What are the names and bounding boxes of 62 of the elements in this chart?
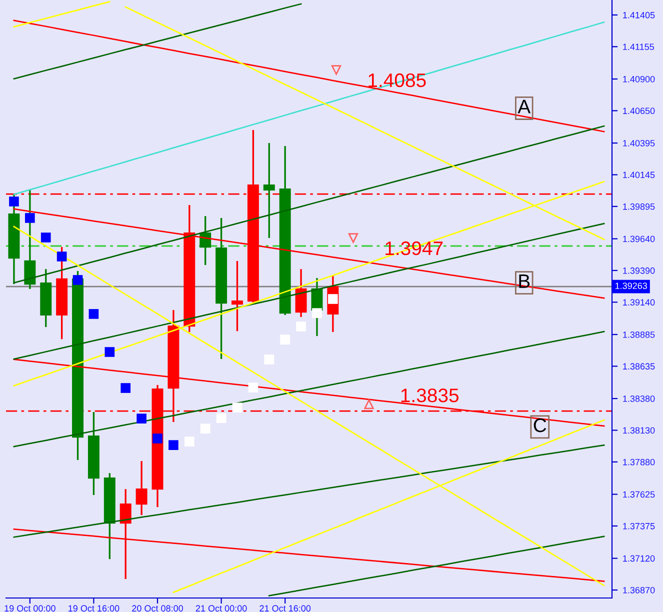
point xyxy=(88,309,99,319)
point xyxy=(248,382,258,392)
candlestick xyxy=(24,189,36,290)
line-series xyxy=(13,21,605,196)
y-tick-label: 1.38130 xyxy=(623,427,655,434)
y-tick-label: 1.40395 xyxy=(623,140,655,146)
point xyxy=(25,213,35,223)
candlestick xyxy=(263,142,275,239)
y-tick-label: 1.40145 xyxy=(623,172,655,178)
y-tick-label: 1.37625 xyxy=(623,491,655,498)
x-tick-label: 20 Oct 08:00 xyxy=(132,605,183,612)
point xyxy=(56,252,67,262)
point xyxy=(168,440,178,450)
line-series xyxy=(13,1,110,28)
point xyxy=(72,275,83,285)
point xyxy=(184,436,194,446)
x-tick-label: 19 Oct 00:00 xyxy=(4,605,56,612)
y-tick-label: 1.38380 xyxy=(623,396,655,402)
y-tick-label: 1.41155 xyxy=(623,44,654,50)
point xyxy=(264,354,274,364)
y-tick-label: 1.39140 xyxy=(623,299,655,306)
y-tick-label: 1.41405 xyxy=(623,12,655,18)
y-tick-label: 1.39895 xyxy=(623,203,655,210)
annotation: B xyxy=(519,274,530,288)
point xyxy=(296,322,306,332)
y-tick-label: 1.37880 xyxy=(623,458,655,466)
y-tick-label: 1.37375 xyxy=(623,522,655,530)
y-tick-label: 1.36870 xyxy=(623,586,655,594)
annotation: C xyxy=(534,418,546,432)
y-tick-label: 1.40650 xyxy=(623,108,655,114)
y-tick-label: 1.39390 xyxy=(623,267,655,274)
x-tick-label: 21 Oct 16:00 xyxy=(260,605,311,612)
point xyxy=(40,232,51,242)
annotation: 1.3835 xyxy=(401,388,459,402)
point xyxy=(152,434,162,444)
ref-line-label: 1.39263 xyxy=(615,282,648,289)
annotation: A xyxy=(518,100,531,114)
y-tick-label: 1.40900 xyxy=(623,76,655,82)
y-tick-label: 1.38635 xyxy=(623,363,655,370)
point xyxy=(120,383,131,393)
point xyxy=(136,414,146,424)
point xyxy=(232,402,242,412)
point xyxy=(9,196,19,206)
point xyxy=(312,308,322,318)
line-series xyxy=(13,330,605,448)
point xyxy=(104,347,115,357)
candlestick xyxy=(295,268,307,318)
line-series xyxy=(13,20,605,132)
x-tick-label: 19 Oct 16:00 xyxy=(68,605,120,612)
point xyxy=(280,334,290,344)
line-series xyxy=(268,536,605,596)
line-series xyxy=(13,222,605,360)
line-series xyxy=(13,444,605,538)
y-tick-label: 1.39640 xyxy=(623,236,655,242)
y-tick-label: 1.37120 xyxy=(623,555,655,562)
y-tick-label: 1.38885 xyxy=(623,331,655,338)
candlestick xyxy=(136,460,148,516)
point xyxy=(216,413,226,423)
x-tick-label: 21 Oct 00:00 xyxy=(196,605,247,612)
point xyxy=(200,424,210,434)
candlestick xyxy=(232,260,243,332)
line-series xyxy=(13,3,302,80)
